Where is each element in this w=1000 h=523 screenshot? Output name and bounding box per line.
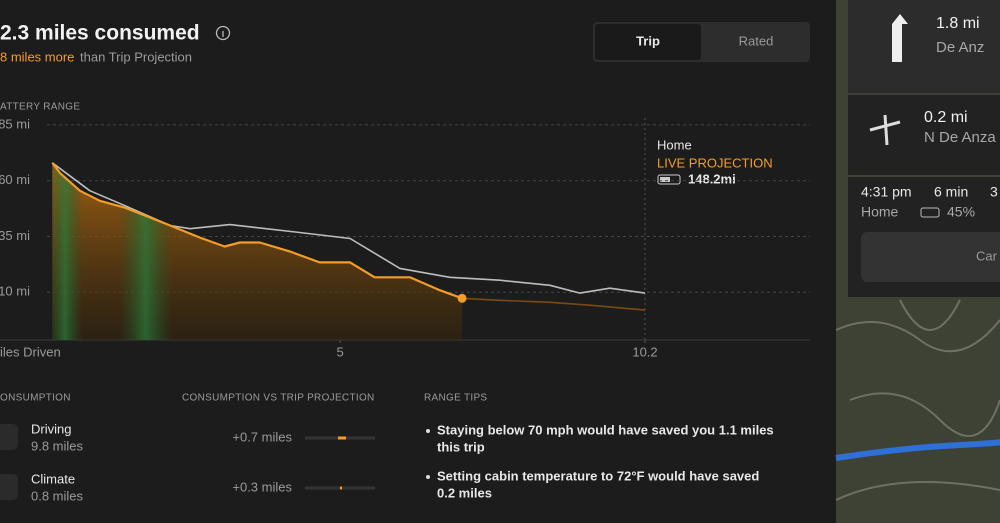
tip-line: 0.2 miles <box>437 485 492 500</box>
end-label: Home <box>657 137 692 152</box>
area-highlight <box>52 162 83 340</box>
projection-label: LIVE PROJECTION <box>657 155 773 170</box>
tab-label[interactable]: Trip <box>636 33 660 48</box>
delta-rest: than Trip Projection <box>80 49 192 64</box>
next-street: De Anz <box>936 39 984 56</box>
bullet <box>426 475 430 479</box>
button[interactable] <box>861 232 1000 282</box>
item-name: Climate <box>31 471 75 486</box>
vs-heading: CONSUMPTION VS TRIP PROJECTION <box>182 393 375 404</box>
item-miles: 9.8 miles <box>31 438 84 453</box>
turn-icon <box>869 114 901 146</box>
nav-card <box>848 0 1000 93</box>
y-tick-label: 10 mi <box>0 284 30 299</box>
info-icon[interactable] <box>215 25 231 41</box>
tip-line: Staying below 70 mph would have saved yo… <box>437 422 774 437</box>
tips-heading: RANGE TIPS <box>424 393 487 404</box>
line <box>462 297 646 311</box>
projection-value: 148.2mi <box>688 171 736 186</box>
line <box>51 162 463 300</box>
then-distance: 0.2 mi <box>924 109 968 126</box>
battery-icon <box>657 174 681 185</box>
next-distance: 1.8 mi <box>936 15 980 32</box>
tab-label[interactable]: Rated <box>739 33 774 48</box>
button-label[interactable]: Car <box>976 248 998 263</box>
map-roads <box>835 299 1000 501</box>
driving-icon <box>0 424 18 450</box>
tip-line: this trip <box>437 439 485 454</box>
duration: 6 min <box>934 184 968 200</box>
y-tick-label: 85 mi <box>0 116 30 131</box>
turn-arrow <box>892 14 908 62</box>
arrival-time: 4:31 pm <box>861 184 912 200</box>
battery: 45% <box>947 204 975 220</box>
x-tick-label: 10.2 <box>632 344 657 359</box>
y-tick-label: 35 mi <box>0 228 30 243</box>
consumption-heading: ONSUMPTION <box>0 393 71 404</box>
item-name: Driving <box>31 421 71 436</box>
tab-trip[interactable] <box>595 24 701 60</box>
delta-highlight: 8 miles more <box>0 49 74 64</box>
y-axis-label: ATTERY RANGE <box>0 102 80 113</box>
title: 2.3 miles consumed <box>0 22 200 45</box>
destination: Home <box>861 204 899 220</box>
climate-icon <box>0 474 18 500</box>
end-marker <box>457 293 467 303</box>
item-miles: 0.8 miles <box>31 488 84 503</box>
bullet <box>426 429 430 433</box>
tip-line: Setting cabin temperature to 72°F would … <box>437 468 759 483</box>
then-street: N De Anza <box>924 129 996 146</box>
battery-icon <box>920 207 940 218</box>
y-tick-label: 60 mi <box>0 172 30 187</box>
x-tick-label: 5 <box>337 344 344 359</box>
x-axis-label: iles Driven <box>0 344 61 359</box>
battery-level <box>660 177 670 182</box>
item-delta: +0.7 miles <box>232 429 292 444</box>
nav-card <box>848 95 1000 175</box>
route <box>835 439 1000 461</box>
line <box>51 162 646 294</box>
item-delta: +0.3 miles <box>232 479 292 494</box>
extra: 3 <box>990 184 998 200</box>
